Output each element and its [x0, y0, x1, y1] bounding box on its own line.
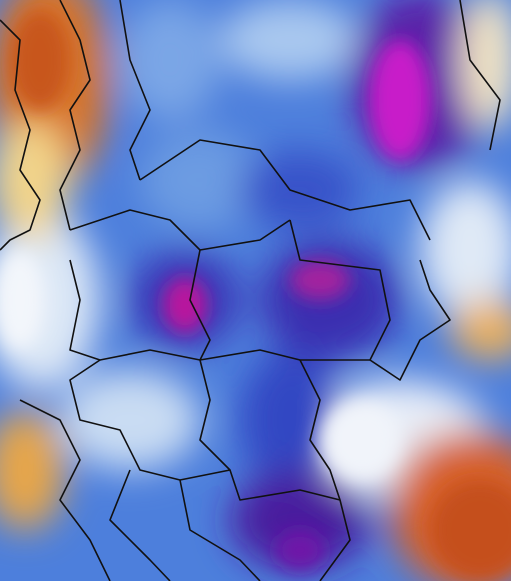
page — [0, 0, 511, 581]
anomaly-field — [0, 0, 511, 581]
weather-map — [0, 0, 511, 581]
borders — [0, 0, 501, 581]
